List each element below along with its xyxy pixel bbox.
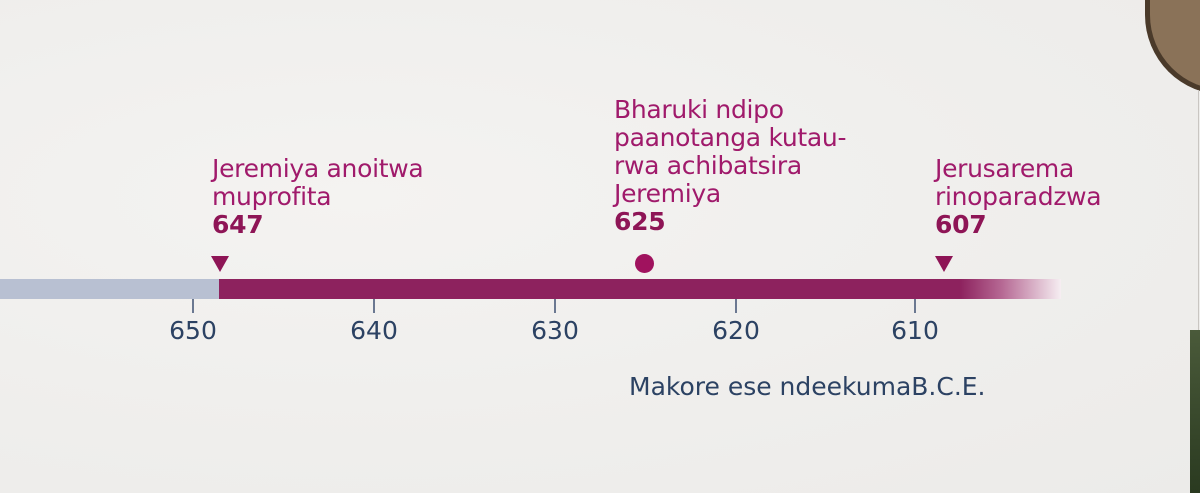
event-label-line: Jeremiya anoitwa: [212, 154, 424, 183]
axis-tick-label: 650: [169, 316, 217, 345]
event-label-line: Jeremiya: [614, 179, 721, 208]
event-jerusalem-destroyed: Jerusarema rinoparadzwa 607: [935, 154, 1102, 239]
event-baruch-begins: Bharuki ndipo paanotanga kutau- rwa achi…: [614, 95, 847, 236]
illustration-fragment-bottom: [1190, 330, 1200, 493]
triangle-marker-icon: [935, 256, 953, 272]
event-label-line: Bharuki ndipo: [614, 95, 784, 124]
event-label-line: muprofita: [212, 182, 332, 211]
timeline-bar-before: [0, 279, 219, 299]
axis-tick-label: 610: [891, 316, 939, 345]
event-year: 647: [212, 210, 264, 239]
event-label-line: rwa achibatsira: [614, 151, 802, 180]
axis-tick: [554, 299, 556, 313]
event-year: 625: [614, 207, 666, 236]
axis-tick-label: 640: [350, 316, 398, 345]
axis-tick: [192, 299, 194, 313]
event-year: 607: [935, 210, 987, 239]
event-label-line: paanotanga kutau-: [614, 123, 847, 152]
event-jeremiah-appointed: Jeremiya anoitwa muprofita 647: [212, 154, 424, 239]
event-label-line: Jerusarema: [935, 154, 1075, 183]
axis-tick: [914, 299, 916, 313]
axis-title: Makore ese ndeekumaB.C.E.: [629, 372, 986, 401]
triangle-marker-icon: [211, 256, 229, 272]
timeline-bar-period: [219, 279, 1061, 299]
dot-marker-icon: [635, 254, 654, 273]
axis-tick: [373, 299, 375, 313]
axis-tick: [735, 299, 737, 313]
axis-tick-label: 630: [531, 316, 579, 345]
axis-tick-label: 620: [712, 316, 760, 345]
event-label-line: rinoparadzwa: [935, 182, 1102, 211]
illustration-edge: [1198, 90, 1199, 330]
